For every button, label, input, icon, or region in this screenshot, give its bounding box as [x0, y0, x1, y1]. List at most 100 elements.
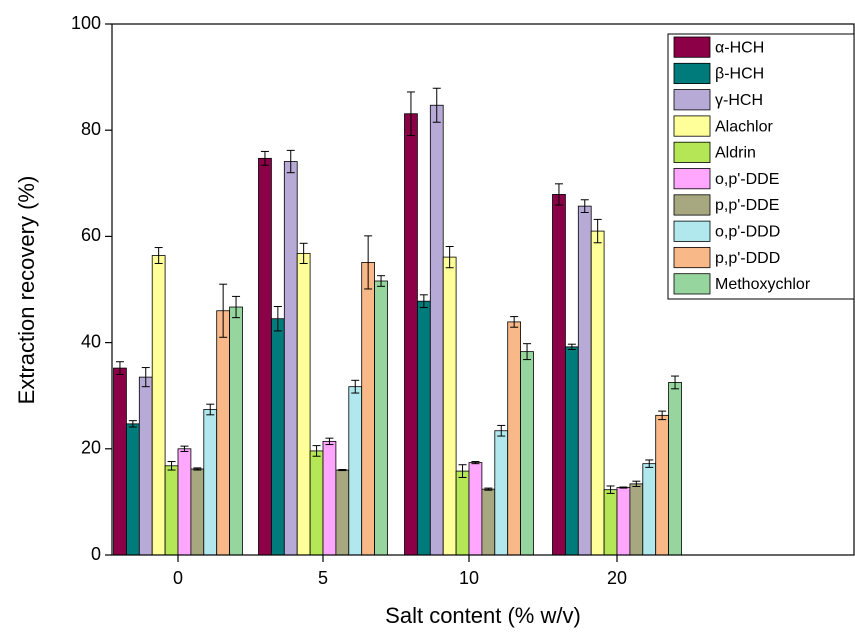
- error-bar: [219, 283, 228, 338]
- error-bar: [141, 367, 150, 388]
- bar: [113, 367, 127, 556]
- error-bar: [406, 91, 415, 137]
- error-bar: [206, 403, 215, 416]
- error-bar: [606, 485, 615, 494]
- x-tick-label: 20: [607, 568, 627, 588]
- y-tick-label: 40: [81, 331, 101, 351]
- error-bar: [260, 150, 269, 166]
- error-bar: [128, 420, 137, 428]
- error-bar: [312, 445, 321, 457]
- legend-swatch: [673, 36, 711, 58]
- legend-label: γ-HCH: [715, 92, 763, 109]
- bar: [507, 321, 522, 556]
- error-bar: [193, 467, 202, 471]
- error-bar: [154, 247, 163, 264]
- error-bar: [167, 461, 176, 471]
- legend-swatch: [673, 246, 711, 269]
- legend-label: o,p'-DDD: [715, 223, 780, 240]
- y-tick-label: 20: [81, 438, 101, 458]
- error-bar: [580, 199, 589, 214]
- y-tick-label: 0: [91, 544, 101, 564]
- error-bar: [554, 183, 563, 206]
- error-bar: [419, 294, 428, 309]
- bar: [616, 487, 631, 556]
- bar: [668, 382, 682, 556]
- bar: [481, 488, 496, 556]
- bar: [429, 104, 444, 556]
- bar: [520, 351, 534, 556]
- legend-label: p,p'-DDE: [715, 197, 779, 214]
- bar: [138, 376, 153, 556]
- bar: [590, 230, 605, 556]
- bar: [361, 262, 376, 556]
- error-bar: [671, 375, 680, 390]
- error-bar: [180, 445, 189, 452]
- error-bar: [377, 275, 386, 287]
- error-bar: [364, 235, 373, 290]
- legend-swatch: [673, 168, 711, 190]
- error-bar: [510, 316, 519, 328]
- bar: [494, 430, 509, 556]
- x-tick-label: 0: [173, 568, 183, 588]
- error-bar: [273, 305, 282, 332]
- legend-swatch: [673, 115, 711, 137]
- error-bar: [325, 437, 334, 446]
- y-axis-title: Extraction recovery (%): [14, 176, 39, 405]
- legend-label: α-HCH: [715, 39, 764, 56]
- error-bar: [351, 379, 360, 394]
- bar: [577, 205, 592, 556]
- y-tick-label: 60: [81, 225, 101, 245]
- x-axis-title: Salt content (% w/v): [385, 603, 581, 628]
- bar: [126, 423, 140, 556]
- error-bar: [567, 343, 576, 351]
- bar: [404, 113, 418, 556]
- bar: [177, 448, 192, 556]
- bar: [309, 450, 324, 556]
- legend-swatch: [673, 273, 711, 295]
- error-bar: [619, 486, 628, 489]
- x-tick-label: 10: [459, 568, 479, 588]
- bar: [442, 256, 457, 556]
- legend-swatch: [673, 62, 711, 84]
- bar: [296, 252, 311, 556]
- bar: [216, 310, 230, 556]
- bar: [322, 440, 337, 556]
- bar: [565, 346, 579, 556]
- legend-label: p,p'-DDD: [715, 250, 780, 267]
- error-bar: [286, 149, 295, 174]
- error-bar: [658, 410, 667, 421]
- bar: [416, 300, 431, 556]
- error-bar: [471, 461, 480, 465]
- error-bar: [115, 361, 124, 375]
- error-bar: [632, 480, 641, 488]
- bar: [642, 463, 657, 556]
- legend-swatch: [673, 194, 711, 216]
- error-bar: [338, 469, 347, 472]
- bar: [283, 161, 298, 556]
- legend-swatch: [673, 89, 711, 111]
- legend-label: Methoxychlor: [715, 276, 811, 293]
- bar: [151, 255, 166, 556]
- bar: [455, 470, 470, 556]
- legend-label: Alachlor: [715, 118, 773, 135]
- error-bar: [458, 464, 467, 478]
- error-bar: [645, 459, 654, 468]
- error-bar: [432, 87, 441, 123]
- legend-swatch: [673, 220, 711, 242]
- error-bar: [445, 245, 454, 269]
- bar: [374, 280, 388, 556]
- bar: [270, 318, 285, 556]
- bar: [258, 157, 272, 556]
- bar: [629, 483, 644, 556]
- y-tick-label: 100: [71, 13, 101, 33]
- y-tick-label: 80: [81, 119, 101, 139]
- bar: [348, 386, 363, 556]
- bar: [335, 469, 350, 556]
- bar: [655, 414, 670, 556]
- error-bar: [523, 343, 532, 361]
- bar: [164, 465, 179, 556]
- x-tick-label: 5: [318, 568, 328, 588]
- bar: [203, 409, 218, 556]
